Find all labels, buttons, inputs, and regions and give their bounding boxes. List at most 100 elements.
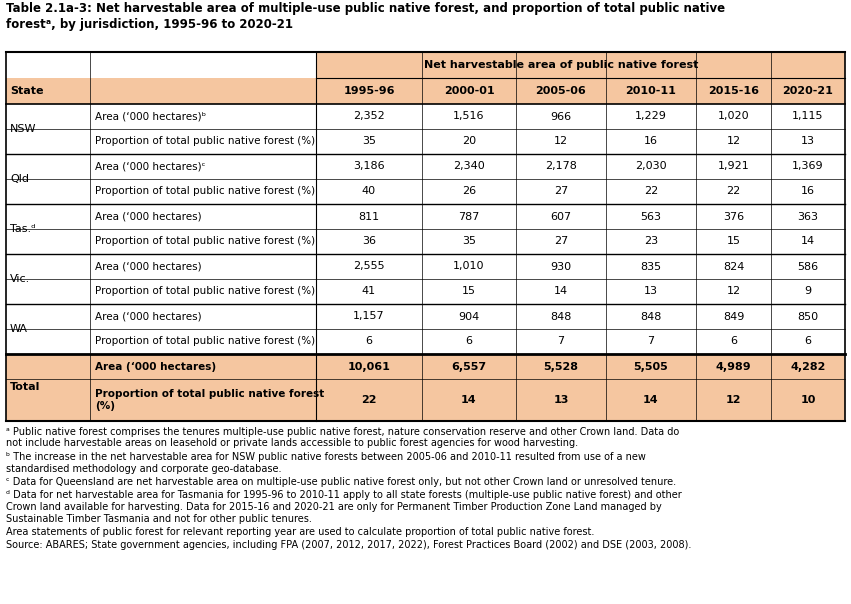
Text: Source: ABARES; State government agencies, including FPA (2007, 2012, 2017, 2022: Source: ABARES; State government agencie…: [6, 541, 691, 550]
Text: Proportion of total public native forest (%): Proportion of total public native forest…: [95, 137, 315, 147]
Text: Crown land available for harvesting. Data for 2015-16 and 2020-21 are only for P: Crown land available for harvesting. Dat…: [6, 502, 662, 512]
Text: Net harvestable area of public native forest: Net harvestable area of public native fo…: [424, 60, 698, 70]
Text: Area (‘000 hectares): Area (‘000 hectares): [95, 262, 202, 272]
Text: 16: 16: [801, 187, 815, 196]
Text: Proportion of total public native forest (%): Proportion of total public native forest…: [95, 187, 315, 196]
Text: 787: 787: [459, 211, 480, 222]
Text: 5,505: 5,505: [634, 362, 668, 371]
Text: standardised methodology and corporate geo-database.: standardised methodology and corporate g…: [6, 463, 282, 474]
Text: 23: 23: [644, 237, 658, 246]
Text: Area (‘000 hectares): Area (‘000 hectares): [95, 362, 216, 371]
Text: WA: WA: [10, 324, 28, 334]
Text: 2015-16: 2015-16: [708, 86, 759, 96]
Text: 35: 35: [462, 237, 476, 246]
Bar: [6, 78, 845, 104]
Text: 40: 40: [362, 187, 376, 196]
Text: 12: 12: [727, 137, 740, 147]
Text: Vic.: Vic.: [10, 274, 31, 284]
Text: 2005-06: 2005-06: [535, 86, 586, 96]
Text: 835: 835: [641, 262, 661, 272]
Text: Area (‘000 hectares)ᵇ: Area (‘000 hectares)ᵇ: [95, 112, 206, 121]
Text: Total: Total: [10, 382, 40, 393]
Text: 36: 36: [362, 237, 376, 246]
Text: 1,369: 1,369: [792, 161, 824, 172]
Text: 849: 849: [722, 312, 744, 321]
Text: 12: 12: [727, 286, 740, 297]
Text: 2,340: 2,340: [453, 161, 485, 172]
Text: 563: 563: [641, 211, 661, 222]
Text: 1,157: 1,157: [353, 312, 385, 321]
Text: 7: 7: [557, 336, 564, 347]
Text: 586: 586: [797, 262, 819, 272]
Text: ᵇ The increase in the net harvestable area for NSW public native forests between: ᵇ The increase in the net harvestable ar…: [6, 452, 646, 462]
Text: 2,555: 2,555: [353, 262, 385, 272]
Text: 2010-11: 2010-11: [625, 86, 677, 96]
Text: 5,528: 5,528: [544, 362, 579, 371]
Text: 4,282: 4,282: [791, 362, 825, 371]
Text: 41: 41: [362, 286, 376, 297]
Text: 22: 22: [644, 187, 658, 196]
Bar: [6, 354, 845, 421]
Text: 811: 811: [358, 211, 380, 222]
Text: NSW: NSW: [10, 124, 37, 134]
Text: 1995-96: 1995-96: [343, 86, 395, 96]
Text: 966: 966: [551, 112, 572, 121]
Text: 6: 6: [730, 336, 737, 347]
Text: Qld: Qld: [10, 174, 29, 184]
Text: 20: 20: [462, 137, 476, 147]
Text: 3,186: 3,186: [353, 161, 385, 172]
Text: 1,921: 1,921: [717, 161, 750, 172]
Text: 6: 6: [804, 336, 812, 347]
Text: Proportion of total public native forest
(%): Proportion of total public native forest…: [95, 389, 324, 411]
Text: 15: 15: [727, 237, 740, 246]
Text: 1,010: 1,010: [454, 262, 485, 272]
Text: 9: 9: [804, 286, 812, 297]
Text: 2,030: 2,030: [635, 161, 667, 172]
Text: 35: 35: [362, 137, 376, 147]
Text: 10,061: 10,061: [347, 362, 391, 371]
Text: 10: 10: [800, 395, 816, 405]
Text: 16: 16: [644, 137, 658, 147]
Text: 6: 6: [465, 336, 472, 347]
Text: not include harvestable areas on leasehold or private lands accessible to public: not include harvestable areas on leaseho…: [6, 439, 578, 449]
Text: State: State: [10, 86, 43, 96]
Text: Area (‘000 hectares): Area (‘000 hectares): [95, 211, 202, 222]
Text: Proportion of total public native forest (%): Proportion of total public native forest…: [95, 286, 315, 297]
Text: 14: 14: [801, 237, 815, 246]
Text: Area (‘000 hectares)ᶜ: Area (‘000 hectares)ᶜ: [95, 161, 205, 172]
Text: 1,020: 1,020: [717, 112, 750, 121]
Text: 27: 27: [554, 187, 568, 196]
Text: 824: 824: [722, 262, 744, 272]
Text: 15: 15: [462, 286, 476, 297]
Text: 2,178: 2,178: [545, 161, 577, 172]
Bar: [316, 52, 845, 78]
Text: 376: 376: [723, 211, 744, 222]
Text: 7: 7: [648, 336, 654, 347]
Text: 904: 904: [459, 312, 480, 321]
Text: 1,115: 1,115: [792, 112, 824, 121]
Text: 848: 848: [551, 312, 572, 321]
Text: Tas.ᵈ: Tas.ᵈ: [10, 224, 36, 234]
Text: 12: 12: [726, 395, 741, 405]
Text: Area (‘000 hectares): Area (‘000 hectares): [95, 312, 202, 321]
Text: ᶜ Data for Queensland are net harvestable area on multiple-use public native for: ᶜ Data for Queensland are net harvestabl…: [6, 477, 677, 487]
Text: 607: 607: [551, 211, 572, 222]
Text: 26: 26: [462, 187, 476, 196]
Text: 2020-21: 2020-21: [783, 86, 833, 96]
Text: 14: 14: [461, 395, 477, 405]
Text: 13: 13: [644, 286, 658, 297]
Text: 13: 13: [801, 137, 815, 147]
Text: Table 2.1a-3: Net harvestable area of multiple-use public native forest, and pro: Table 2.1a-3: Net harvestable area of mu…: [6, 2, 725, 15]
Text: 12: 12: [554, 137, 568, 147]
Text: forestᵃ, by jurisdiction, 1995-96 to 2020-21: forestᵃ, by jurisdiction, 1995-96 to 202…: [6, 18, 293, 31]
Text: ᵃ Public native forest comprises the tenures multiple-use public native forest, : ᵃ Public native forest comprises the ten…: [6, 427, 679, 437]
Text: 1,516: 1,516: [454, 112, 485, 121]
Text: 14: 14: [643, 395, 659, 405]
Text: 6: 6: [365, 336, 373, 347]
Text: 850: 850: [797, 312, 819, 321]
Text: 6,557: 6,557: [451, 362, 487, 371]
Text: 22: 22: [727, 187, 740, 196]
Text: 2,352: 2,352: [353, 112, 385, 121]
Text: 930: 930: [551, 262, 572, 272]
Text: 27: 27: [554, 237, 568, 246]
